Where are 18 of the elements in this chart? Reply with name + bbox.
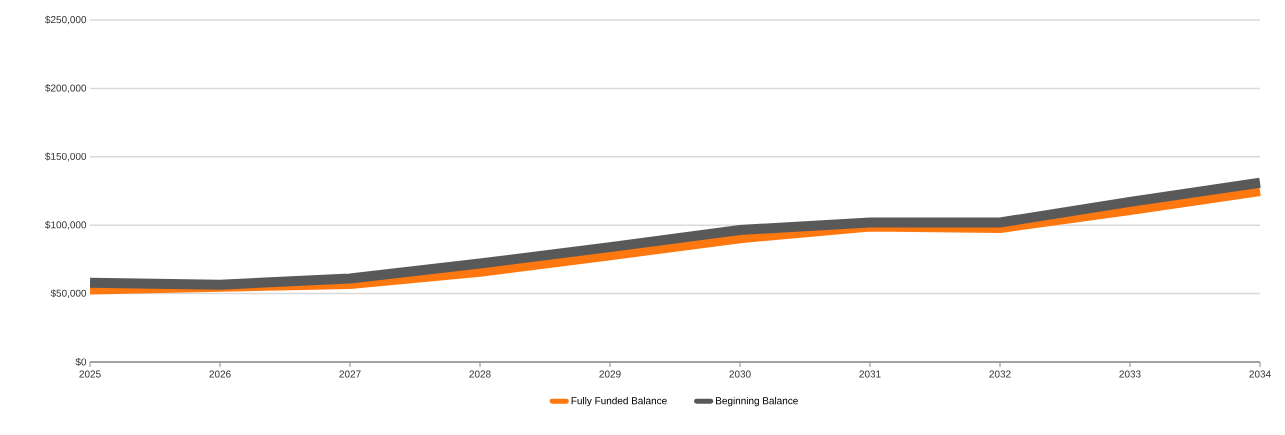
x-tick-label: 2025 xyxy=(79,370,101,378)
x-tick-label: 2027 xyxy=(339,370,361,378)
y-tick-label: $200,000 xyxy=(45,84,87,93)
legend-label: Beginning Balance xyxy=(716,396,798,407)
x-tick-label: 2034 xyxy=(1249,370,1271,378)
x-tick-label: 2028 xyxy=(469,370,491,378)
y-tick-label: $150,000 xyxy=(45,152,87,162)
x-tick-label: 2030 xyxy=(729,370,751,378)
y-tick-label: $250,000 xyxy=(45,15,87,25)
x-tick-label: 2033 xyxy=(1119,370,1141,378)
y-tick-label: $100,000 xyxy=(45,220,87,230)
x-tick-label: 2026 xyxy=(209,370,231,378)
y-tick-label: $0 xyxy=(75,357,87,367)
legend-label: Fully Funded Balance xyxy=(571,396,667,407)
x-tick-label: 2029 xyxy=(599,370,621,378)
x-tick-label: 2031 xyxy=(859,370,881,378)
x-tick-label: 2032 xyxy=(989,370,1011,378)
y-tick-label: $50,000 xyxy=(50,289,87,298)
